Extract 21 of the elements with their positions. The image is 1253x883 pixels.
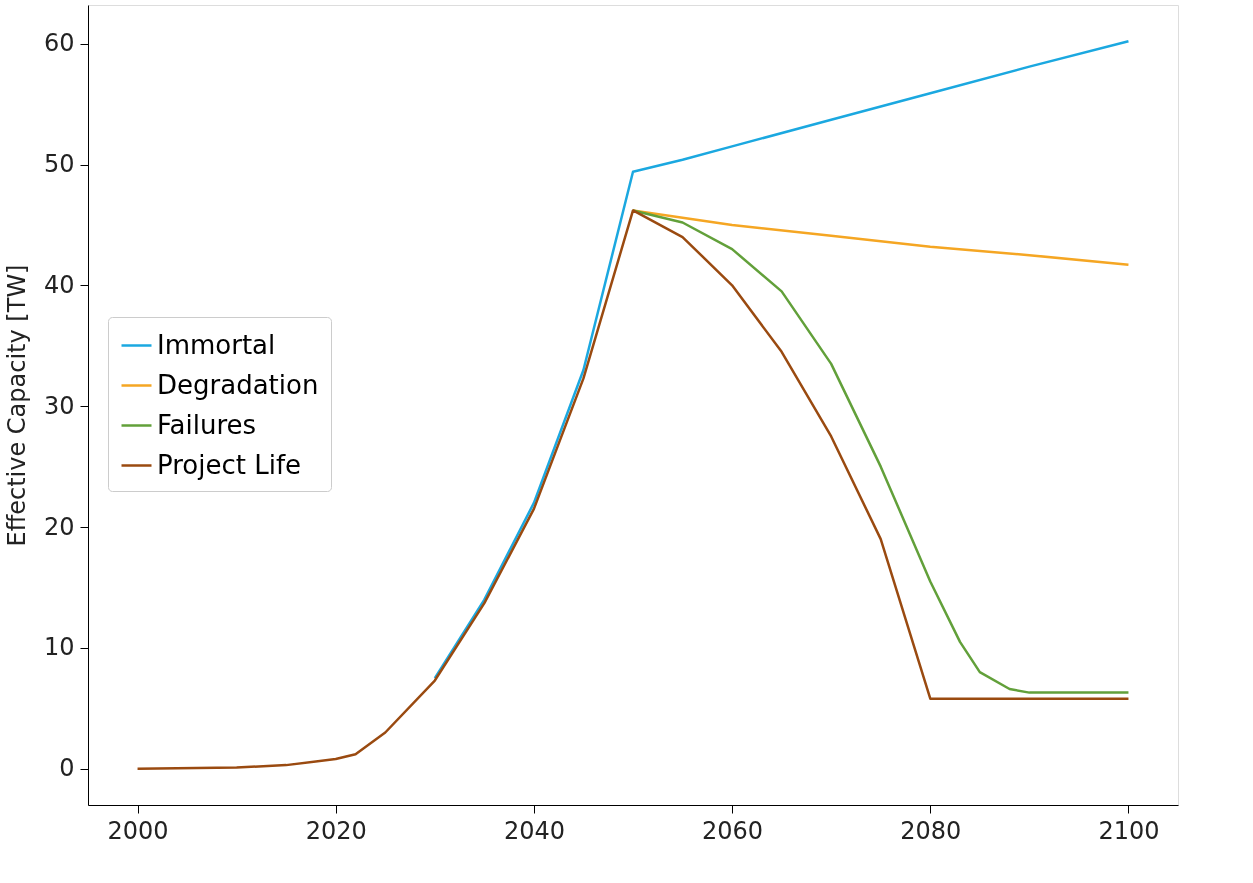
y-tick-label: 10 (43, 633, 75, 662)
line-series (433, 40, 1130, 680)
x-tick-label: 2000 (107, 816, 169, 845)
y-tick-label: 50 (43, 150, 75, 179)
legend-label: Degradation (157, 369, 319, 400)
y-tick-label: 60 (43, 29, 75, 58)
y-tick-label: 40 (43, 270, 75, 299)
legend-label: Project Life (157, 449, 302, 480)
x-tick-label: 2100 (1098, 816, 1160, 845)
x-tick-label: 2060 (702, 816, 764, 845)
line-series (136, 209, 1130, 770)
legend-label: Failures (157, 409, 257, 440)
y-tick-label: 0 (59, 754, 75, 783)
x-tick-label: 2020 (305, 816, 367, 845)
y-axis-title: Effective Capacity [TW] (2, 264, 31, 547)
x-tick-label: 2080 (900, 816, 962, 845)
line-series (631, 209, 1130, 267)
legend-label: Immortal (157, 329, 276, 360)
y-tick-label: 30 (43, 391, 75, 420)
y-tick-label: 20 (43, 512, 75, 541)
x-tick-label: 2040 (503, 816, 565, 845)
